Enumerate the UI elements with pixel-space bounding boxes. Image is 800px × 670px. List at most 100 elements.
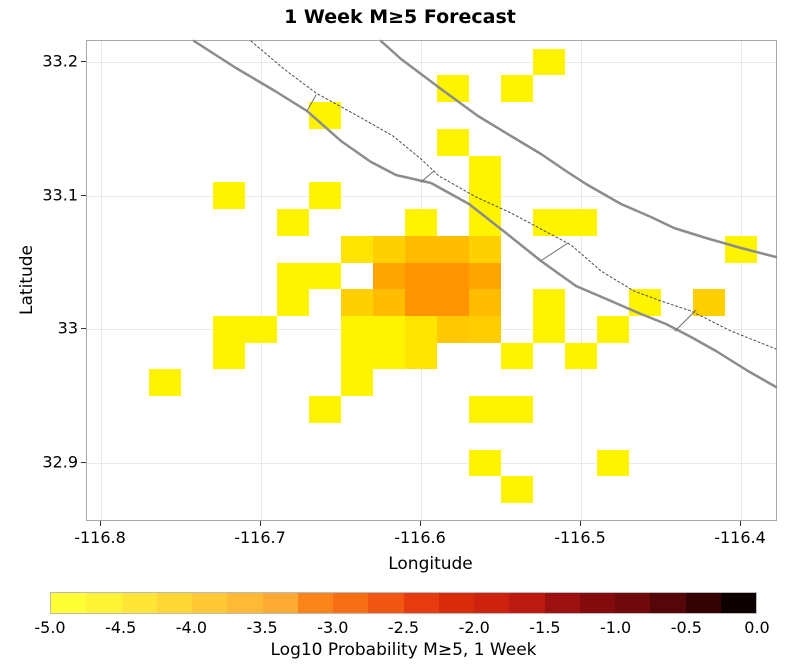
colorbar-segment xyxy=(227,593,263,613)
heatmap-cell xyxy=(533,48,565,76)
heatmap-cell xyxy=(437,289,469,316)
heatmap-cell xyxy=(373,316,405,343)
colorbar-segment xyxy=(262,593,298,613)
heatmap-cell xyxy=(405,209,437,236)
heatmap-cell xyxy=(437,235,469,263)
colorbar-segment xyxy=(297,593,333,613)
heatmap-cell xyxy=(309,262,341,290)
heatmap-cell xyxy=(437,128,469,156)
colorbar-title: Log10 Probability M≥5, 1 Week xyxy=(270,640,537,660)
heatmap-cell xyxy=(405,316,437,343)
heatmap-cell xyxy=(437,262,469,290)
x-tick xyxy=(580,521,581,526)
heatmap-cell xyxy=(149,369,181,397)
heatmap-cell xyxy=(277,289,309,316)
x-tick-label: -116.4 xyxy=(714,528,766,547)
colorbar-tick-label: -1.5 xyxy=(529,618,561,637)
colorbar-tick-label: -2.0 xyxy=(458,618,490,637)
heatmap-cell xyxy=(469,155,501,183)
colorbar-segment xyxy=(86,593,122,613)
heatmap-cell xyxy=(405,235,437,263)
heatmap-cell xyxy=(373,262,405,290)
heatmap-cell xyxy=(565,209,597,236)
heatmap-cell xyxy=(469,182,501,210)
heatmap-cell xyxy=(213,342,245,370)
fault-connector-1 xyxy=(306,94,317,112)
fault-connector-3 xyxy=(541,242,569,261)
heatmap-cell xyxy=(277,209,309,236)
colorbar-segment xyxy=(579,593,615,613)
heatmap-cell xyxy=(245,316,277,343)
gridline-vertical xyxy=(261,41,262,520)
colorbar-segment xyxy=(333,593,369,613)
gridline-horizontal xyxy=(87,463,776,465)
heatmap-cell xyxy=(469,316,501,343)
heatmap-cell xyxy=(341,342,373,370)
colorbar-tick-label: -4.0 xyxy=(175,618,207,637)
fault-trace-dotted xyxy=(250,40,777,350)
heatmap-cell xyxy=(437,316,469,343)
heatmap-cell xyxy=(501,75,533,103)
fault-lines-overlay xyxy=(192,39,778,389)
colorbar-tick-label: -3.5 xyxy=(246,618,278,637)
heatmap-cell xyxy=(405,262,437,290)
y-tick-label: 33 xyxy=(57,318,78,338)
y-tick xyxy=(81,194,86,196)
heatmap-cell xyxy=(533,289,565,316)
colorbar-segment xyxy=(403,593,439,613)
gridline-vertical xyxy=(101,41,102,520)
colorbar-segment xyxy=(156,593,192,613)
x-tick xyxy=(260,521,261,526)
colorbar-segment xyxy=(544,593,580,613)
heatmap-cell xyxy=(309,102,341,129)
heatmap-cell xyxy=(597,316,629,343)
colorbar-segment xyxy=(615,593,651,613)
colorbar-segment xyxy=(438,593,474,613)
gridline-vertical xyxy=(581,41,582,520)
x-tick xyxy=(100,521,101,526)
y-axis-title: Latitude xyxy=(17,245,37,315)
colorbar-tick-label: -3.0 xyxy=(317,618,349,637)
colorbar xyxy=(50,592,757,614)
heatmap-cell xyxy=(469,396,501,423)
y-tick xyxy=(81,61,86,62)
heatmap-cell xyxy=(341,235,373,263)
plot-area xyxy=(86,39,778,521)
colorbar-tick-label: -5.0 xyxy=(34,618,66,637)
heatmap-cell xyxy=(501,396,533,423)
heatmap-cells-layer xyxy=(87,41,776,520)
heatmap-cell xyxy=(693,289,725,316)
heatmap-cell xyxy=(405,342,437,370)
colorbar-segment xyxy=(720,593,756,613)
colorbar-segment xyxy=(474,593,510,613)
gridline-horizontal xyxy=(87,195,776,197)
colorbar-segment xyxy=(51,593,87,613)
y-tick xyxy=(81,328,86,330)
heatmap-cell xyxy=(213,182,245,210)
y-tick-label: 32.9 xyxy=(42,452,78,472)
y-tick xyxy=(81,462,86,464)
colorbar-segment xyxy=(192,593,228,613)
heatmap-cell xyxy=(277,262,309,290)
x-tick-label: -116.8 xyxy=(74,528,126,547)
colorbar-tick-label: 0.0 xyxy=(744,618,770,637)
fault-connector-4 xyxy=(674,309,697,332)
heatmap-cell xyxy=(533,209,565,236)
heatmap-cell xyxy=(469,262,501,290)
heatmap-cell xyxy=(565,342,597,370)
heatmap-cell xyxy=(373,342,405,370)
chart-title: 1 Week M≥5 Forecast xyxy=(284,6,516,28)
colorbar-segment xyxy=(368,593,404,613)
heatmap-cell xyxy=(341,289,373,316)
heatmap-cell xyxy=(469,209,501,236)
colorbar-segment xyxy=(121,593,157,613)
colorbar-tick-label: -0.5 xyxy=(670,618,702,637)
heatmap-cell xyxy=(597,449,629,477)
y-tick-label: 33.2 xyxy=(42,51,78,71)
heatmap-cell xyxy=(373,289,405,316)
x-tick xyxy=(420,521,421,526)
heatmap-cell xyxy=(213,316,245,343)
heatmap-cell xyxy=(469,235,501,263)
heatmap-cell xyxy=(501,476,533,504)
x-tick-label: -116.6 xyxy=(394,528,446,547)
